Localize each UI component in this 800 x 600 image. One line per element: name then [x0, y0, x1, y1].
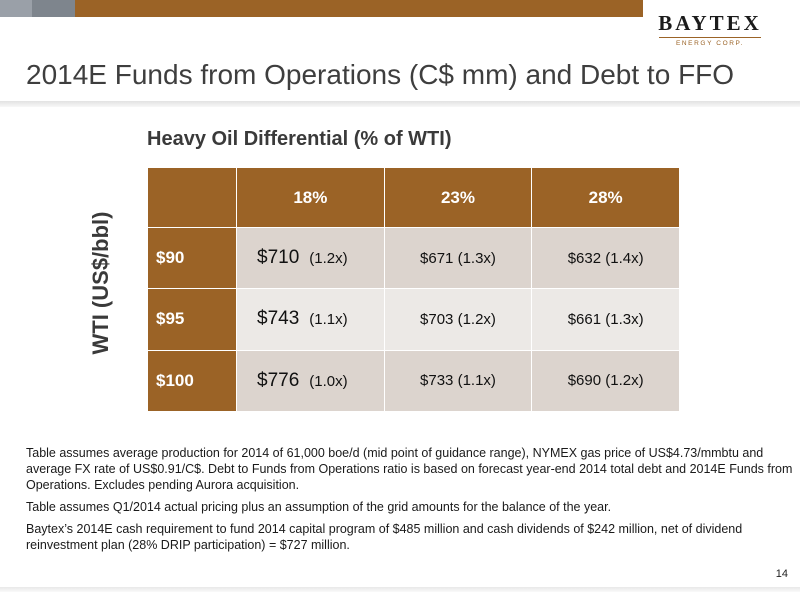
- table-cell: $661 (1.3x): [531, 288, 680, 351]
- top-color-bar: [0, 0, 643, 17]
- top-bar-segment-darkgray: [32, 0, 75, 17]
- ffo-value: $743: [257, 308, 300, 330]
- footnote-production: Table assumes average production for 201…: [26, 446, 793, 492]
- row-header: $95: [147, 288, 237, 351]
- table-heading: Heavy Oil Differential (% of WTI): [147, 128, 452, 150]
- logo-rule: [659, 37, 761, 38]
- page-number: 14: [775, 568, 788, 580]
- top-bar-segment-brown: [75, 0, 643, 17]
- table-cell: $703 (1.2x): [383, 288, 533, 351]
- debt-ratio: (1.1x): [309, 311, 348, 329]
- table-cell: $743 (1.1x): [236, 288, 385, 351]
- table-corner-cell: [147, 167, 237, 228]
- table-cell: $710 (1.2x): [236, 226, 385, 290]
- footnote-pricing: Table assumes Q1/2014 actual pricing plu…: [26, 500, 612, 514]
- column-header: 18%: [236, 167, 385, 228]
- debt-ratio: (1.0x): [309, 372, 348, 390]
- column-header: 23%: [383, 167, 533, 228]
- table-row: $95 $743 (1.1x) $703 (1.2x) $661 (1.3x): [147, 288, 680, 351]
- footnotes: Table assumes average production for 201…: [26, 445, 796, 559]
- baytex-logo: BAYTEX ENERGY CORP.: [655, 12, 765, 48]
- ffo-value: $710: [257, 247, 300, 269]
- row-header: $100: [147, 349, 237, 413]
- wti-axis-label: WTI (US$/bbl): [88, 211, 113, 355]
- table-cell: $671 (1.3x): [383, 226, 533, 290]
- top-bar-segment-gray: [0, 0, 32, 17]
- debt-ratio: (1.2x): [309, 250, 348, 268]
- slide-title: 2014E Funds from Operations (C$ mm) and …: [26, 59, 735, 90]
- logo-subtitle: ENERGY CORP.: [675, 40, 745, 47]
- table-cell: $733 (1.1x): [383, 349, 533, 413]
- footnote-cash-requirement: Baytex’s 2014E cash requirement to fund …: [26, 522, 743, 552]
- ffo-value: $776: [257, 369, 300, 391]
- title-divider: [0, 101, 800, 107]
- sensitivity-table: 18% 23% 28% $90 $710 (1.2x) $671 (1.3x) $…: [147, 167, 680, 413]
- table-cell: $776 (1.0x): [236, 349, 385, 413]
- table-row: $100 $776 (1.0x) $733 (1.1x) $690 (1.2x): [147, 349, 680, 413]
- row-header: $90: [147, 226, 237, 290]
- table-header-row: 18% 23% 28%: [147, 167, 680, 228]
- table-cell: $632 (1.4x): [531, 226, 680, 290]
- column-header: 28%: [531, 167, 680, 228]
- table-row: $90 $710 (1.2x) $671 (1.3x) $632 (1.4x): [147, 226, 680, 290]
- footer-divider: [0, 587, 800, 592]
- sensitivity-table-container: 18% 23% 28% $90 $710 (1.2x) $671 (1.3x) $…: [147, 167, 680, 413]
- table-cell: $690 (1.2x): [531, 349, 680, 413]
- logo-name: BAYTEX: [658, 11, 762, 35]
